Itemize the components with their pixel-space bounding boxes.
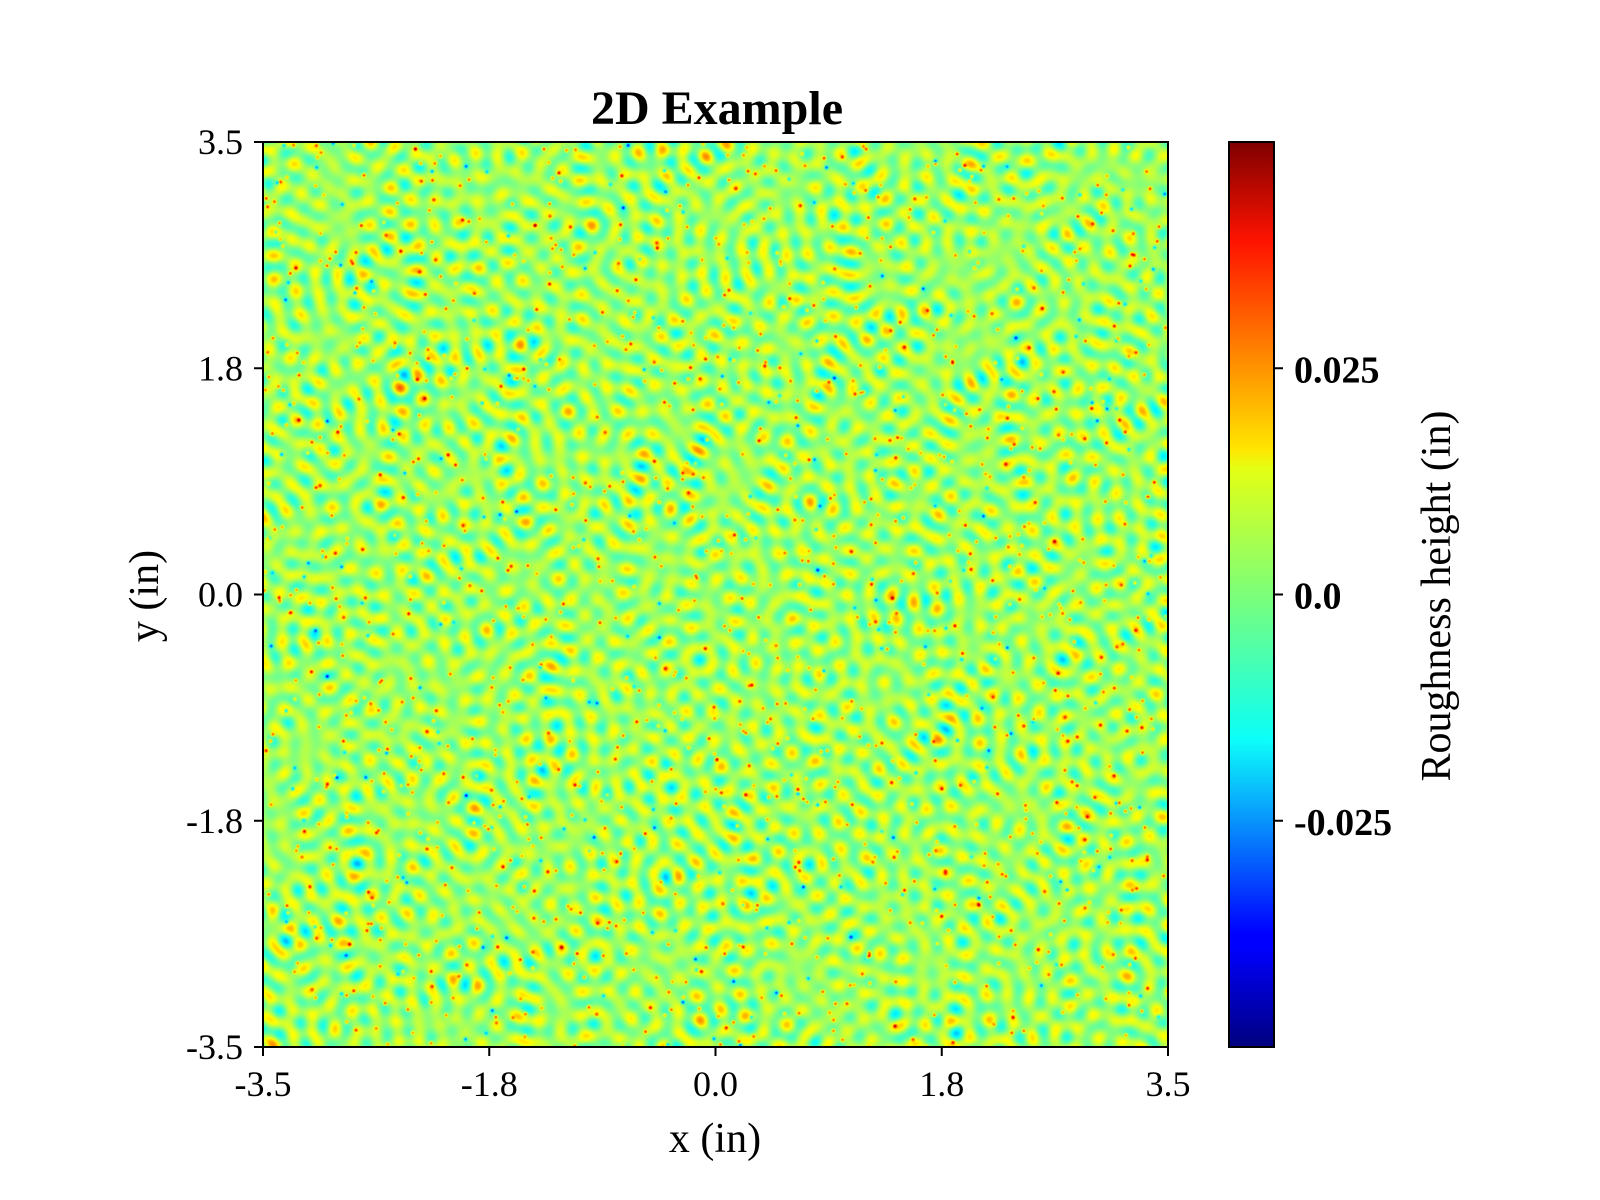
- chart-title: 2D Example: [591, 82, 843, 135]
- y-axis-label: y (in): [122, 550, 168, 642]
- colorbar-ticks: 0.025 0.0 -0.025: [1274, 349, 1392, 844]
- colorbar-tick-label: 0.0: [1294, 576, 1342, 618]
- x-tick-label: -3.5: [235, 1064, 292, 1104]
- x-axis-ticks: -3.5 -1.8 0.0 1.8 3.5: [235, 1047, 1191, 1104]
- y-tick-label: 1.8: [198, 348, 243, 388]
- colorbar-tick-label: -0.025: [1294, 802, 1392, 844]
- y-tick-label: -1.8: [186, 801, 243, 841]
- x-tick-label: 0.0: [693, 1064, 738, 1104]
- colorbar-tick-label: 0.025: [1294, 349, 1380, 391]
- x-tick-label: -1.8: [461, 1064, 518, 1104]
- x-tick-label: 3.5: [1146, 1064, 1191, 1104]
- colorbar-label: Roughness height (in): [1414, 411, 1460, 782]
- x-tick-label: 1.8: [919, 1064, 964, 1104]
- y-tick-label: 0.0: [198, 575, 243, 615]
- y-tick-label: -3.5: [186, 1027, 243, 1067]
- x-axis-label: x (in): [669, 1116, 761, 1162]
- heatmap-area: [263, 142, 1168, 1047]
- y-tick-label: 3.5: [198, 122, 243, 162]
- y-axis-ticks: -3.5 -1.8 0.0 1.8 3.5: [186, 122, 263, 1067]
- heatmap-field: [263, 142, 1168, 1047]
- colorbar: [1228, 141, 1275, 1048]
